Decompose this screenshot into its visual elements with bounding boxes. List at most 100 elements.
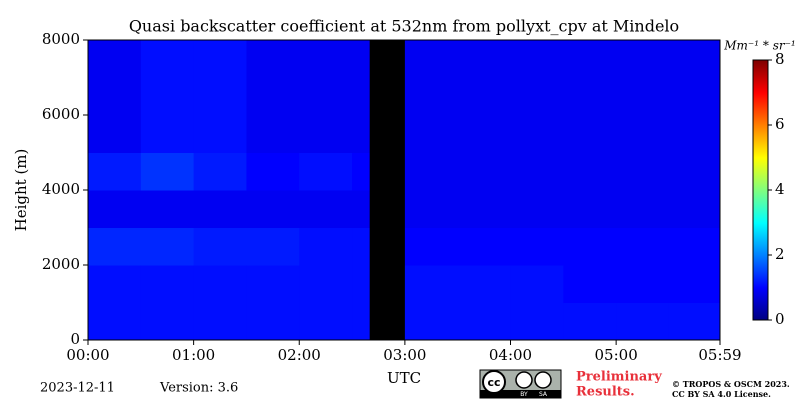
heatmap-cell	[616, 190, 670, 228]
colorbar-segment	[753, 300, 768, 303]
colorbar-segment	[753, 128, 768, 131]
colorbar-segment	[753, 70, 768, 73]
heatmap-cell	[299, 265, 353, 303]
colorbar-segment	[753, 232, 768, 235]
badge-strip	[480, 390, 561, 398]
colorbar-segment	[753, 210, 768, 213]
heatmap-cell	[563, 40, 617, 153]
colorbar-segment	[753, 290, 768, 293]
colorbar-segment	[753, 306, 768, 309]
copyright: CC BY SA 4.0 License.	[672, 389, 771, 399]
badge-circle	[534, 371, 552, 389]
heatmap-cell	[246, 152, 300, 191]
badge-text: SA	[539, 391, 548, 398]
colorbar-segment	[753, 164, 768, 167]
heatmap-cell	[563, 152, 617, 191]
colorbar-segment	[753, 316, 768, 319]
heatmap-cell	[140, 302, 195, 341]
colorbar-label: Mm⁻¹ * sr⁻¹	[723, 39, 795, 53]
heatmap-cell	[88, 152, 142, 191]
colorbar-segment	[753, 82, 768, 85]
colorbar-segment	[753, 122, 768, 125]
colorbar-segment	[753, 270, 768, 273]
colorbar-segment	[753, 168, 768, 171]
heatmap-cell	[140, 152, 195, 191]
colorbar-segment	[753, 120, 768, 123]
colorbar-segment	[753, 106, 768, 109]
colorbar-segment	[753, 90, 768, 93]
colorbar-segment	[753, 162, 768, 165]
colorbar-segment	[753, 66, 768, 69]
x-tick-label: 05:00	[595, 346, 638, 364]
heatmap-cell	[140, 265, 195, 303]
heatmap-cell	[352, 152, 371, 191]
heatmap-cell	[510, 227, 564, 266]
copyright: © TROPOS & OSCM 2023.	[672, 379, 790, 389]
heatmap-cell	[88, 227, 142, 266]
colorbar-segment	[753, 86, 768, 89]
colorbar-segment	[753, 94, 768, 97]
colorbar-segment	[753, 294, 768, 297]
y-tick-label: 8000	[42, 30, 80, 48]
heatmap-cell	[88, 265, 142, 303]
colorbar-segment	[753, 188, 768, 191]
badge-text: BY	[520, 391, 528, 398]
heatmap-cell	[457, 302, 512, 341]
heatmap-cell	[140, 190, 195, 228]
heatmap-cell	[457, 152, 512, 191]
colorbar-segment	[753, 80, 768, 83]
colorbar-segment	[753, 74, 768, 77]
colorbar-segment	[753, 112, 768, 115]
heatmap-cell	[369, 227, 406, 266]
colorbar-segment	[753, 288, 768, 291]
y-tick-label: 6000	[42, 105, 80, 123]
colorbar-segment	[753, 264, 768, 267]
colorbar-segment	[753, 268, 768, 271]
colorbar-segment	[753, 114, 768, 117]
colorbar-segment	[753, 276, 768, 279]
colorbar-segment	[753, 274, 768, 277]
heatmap-cell	[404, 227, 459, 266]
heatmap-cell	[616, 227, 670, 266]
colorbar-segment	[753, 60, 768, 63]
heatmap-cell	[668, 302, 721, 341]
colorbar-segment	[753, 102, 768, 105]
heatmap-cell	[563, 227, 617, 266]
heatmap-cell	[88, 40, 142, 153]
heatmap-cell	[668, 152, 721, 191]
colorbar-segment	[753, 124, 768, 127]
colorbar-segment	[753, 136, 768, 139]
badge-circle	[515, 371, 533, 389]
colorbar-segment	[753, 226, 768, 229]
heatmap-cell	[404, 302, 459, 341]
colorbar-segment	[753, 134, 768, 137]
colorbar-segment	[753, 96, 768, 99]
x-tick-label: 03:00	[383, 346, 426, 364]
heatmap-cell	[616, 265, 670, 303]
x-tick-label: 00:00	[66, 346, 109, 364]
heatmap-cell	[352, 227, 371, 266]
colorbar-segment	[753, 236, 768, 239]
colorbar-segment	[753, 250, 768, 253]
colorbar-segment	[753, 266, 768, 269]
colorbar-segment	[753, 212, 768, 215]
colorbar-segment	[753, 186, 768, 189]
colorbar-segment	[753, 172, 768, 175]
colorbar-segment	[753, 132, 768, 135]
colorbar-segment	[753, 92, 768, 95]
colorbar-segment	[753, 72, 768, 75]
colorbar-segment	[753, 244, 768, 247]
colorbar-segment	[753, 310, 768, 313]
colorbar-segment	[753, 98, 768, 101]
colorbar-segment	[753, 298, 768, 301]
heatmap-cell	[668, 265, 721, 303]
colorbar-segment	[753, 178, 768, 181]
colorbar-segment	[753, 148, 768, 151]
heatmap-cell	[668, 190, 721, 228]
heatmap-cell	[352, 190, 371, 228]
colorbar-segment	[753, 84, 768, 87]
colorbar-segment	[753, 260, 768, 263]
heatmap-cell	[299, 40, 353, 153]
heatmap-cell	[299, 227, 353, 266]
